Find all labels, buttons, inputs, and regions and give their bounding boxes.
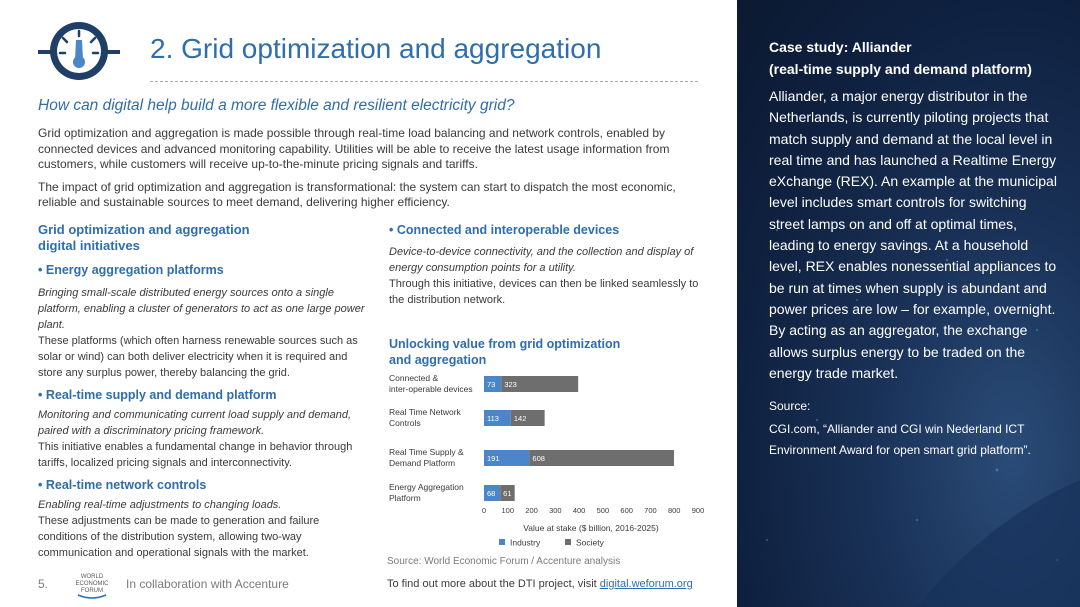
industry-bar	[484, 376, 502, 392]
x-tick-label: 200	[525, 506, 538, 515]
initiative-body: These adjustments can be made to generat…	[38, 515, 320, 559]
category-label: Real Time Supply &	[389, 447, 464, 457]
x-tick-label: 400	[573, 506, 586, 515]
footer-collaboration: In collaboration with Accenture	[126, 577, 289, 591]
svg-text:ECONOMIC: ECONOMIC	[76, 581, 110, 587]
case-study-source-label: Source:	[769, 399, 811, 414]
dti-link[interactable]: digital.weforum.org	[599, 578, 693, 590]
page-subtitle: How can digital help build a more flexib…	[38, 97, 515, 114]
wef-logo: WORLD ECONOMIC FORUM	[76, 574, 110, 599]
legend-industry-swatch	[499, 539, 505, 545]
chart-source: Source: World Economic Forum / Accenture…	[387, 556, 621, 567]
legend-label: Industry	[510, 538, 541, 548]
data-label: 608	[532, 454, 545, 463]
intro-paragraph: Grid optimization and aggregation is mad…	[38, 126, 670, 171]
page-title: 2. Grid optimization and aggregation	[150, 33, 602, 64]
case-study-panel: Case study: Alliander (real-time supply …	[737, 0, 1080, 607]
svg-text:FORUM: FORUM	[81, 588, 103, 594]
initiative-body: This initiative enables a fundamental ch…	[38, 441, 353, 469]
x-tick-label: 700	[644, 506, 657, 515]
bullet: •	[38, 388, 43, 402]
category-label: Controls	[389, 418, 421, 428]
footer-more-info: To find out more about the DTI project, …	[387, 578, 693, 590]
bullet: •	[38, 478, 43, 492]
initiative-title-text: Real-time network controls	[45, 478, 207, 492]
chart-title: Unlocking value from grid optimization a…	[389, 337, 621, 367]
society-bar	[501, 376, 579, 392]
society-bar	[500, 485, 515, 501]
data-label: 323	[504, 380, 517, 389]
bullet: •	[389, 223, 394, 237]
panel-background-lights	[766, 228, 1080, 607]
title-divider	[150, 81, 698, 82]
case-study-body: Alliander, a major energy distributor in…	[769, 88, 1057, 381]
gauge-icon	[38, 22, 120, 80]
category-label: inter-operable devices	[389, 384, 473, 394]
case-study-source: CGI.com, “Alliander and CGI win Nederlan…	[769, 422, 1031, 458]
initiative-description: Enabling real-time adjustments to changi…	[38, 499, 282, 511]
initiative-title-text: Energy aggregation platforms	[45, 263, 224, 277]
legend-label: Society	[576, 538, 605, 548]
initiative-title-text: Connected and interoperable devices	[396, 223, 620, 237]
value-at-stake-chart: Connected &inter-operable devices 73 323 Re…	[389, 373, 705, 548]
initiative-title: • Real-time supply and demand platform	[38, 387, 370, 403]
x-tick-label: 600	[620, 506, 633, 515]
intro-text: Grid optimization and aggregation is mad…	[38, 126, 700, 218]
initiative-description: Bringing small-scale distributed energy …	[38, 287, 365, 331]
data-label: 68	[487, 489, 495, 498]
initiative-title: • Connected and interoperable devices	[389, 222, 701, 238]
category-label: Energy Aggregation	[389, 482, 464, 492]
category-label: Connected &	[389, 373, 438, 383]
category-label: Real Time Network	[389, 407, 462, 417]
case-study-title: Case study: Alliander	[769, 39, 912, 55]
case-study-content: Case study: Alliander (real-time supply …	[769, 36, 1059, 461]
industry-bar	[484, 450, 530, 466]
initiative-body: Through this initiative, devices can the…	[389, 278, 699, 306]
initiative-title: • Real-time network controls	[38, 477, 370, 493]
svg-text:WORLD: WORLD	[81, 574, 104, 580]
data-label: 73	[487, 380, 495, 389]
initiative-title-text: Real-time supply and demand platform	[45, 388, 277, 402]
data-label: 113	[487, 414, 499, 423]
society-bar	[529, 450, 674, 466]
industry-bar	[484, 410, 511, 426]
bullet: •	[38, 263, 43, 277]
society-bar	[510, 410, 545, 426]
initiative-description: Device-to-device connectivity, and the c…	[389, 246, 694, 274]
x-axis-label: Value at stake ($ billion, 2016-2025)	[523, 523, 659, 533]
category-label: Demand Platform	[389, 458, 455, 468]
data-label: 142	[514, 414, 527, 423]
initiatives-column-left: Grid optimization and aggregation digita…	[38, 222, 370, 561]
page-number: 5.	[38, 577, 49, 591]
x-tick-label: 900	[692, 506, 705, 515]
initiative-title: • Energy aggregation platforms	[38, 262, 370, 278]
x-tick-label: 0	[482, 506, 486, 515]
initiative-body: These platforms (which often harness ren…	[38, 335, 358, 379]
initiative-description: Monitoring and communicating current loa…	[38, 409, 352, 437]
industry-bar	[484, 485, 501, 501]
footer-more-text: To find out more about the DTI project, …	[387, 578, 600, 590]
initiatives-column-right: • Connected and interoperable devices De…	[389, 222, 701, 368]
x-tick-label: 100	[502, 506, 515, 515]
x-tick-label: 800	[668, 506, 681, 515]
data-label: 191	[487, 454, 500, 463]
x-tick-label: 300	[549, 506, 562, 515]
intro-paragraph: The impact of grid optimization and aggr…	[38, 179, 676, 210]
x-tick-label: 500	[597, 506, 610, 515]
data-label: 61	[503, 489, 511, 498]
case-study-subtitle: (real-time supply and demand platform)	[769, 61, 1032, 77]
legend-society-swatch	[565, 539, 571, 545]
category-label: Platform	[389, 493, 421, 503]
initiatives-heading: Grid optimization and aggregation digita…	[38, 222, 250, 253]
